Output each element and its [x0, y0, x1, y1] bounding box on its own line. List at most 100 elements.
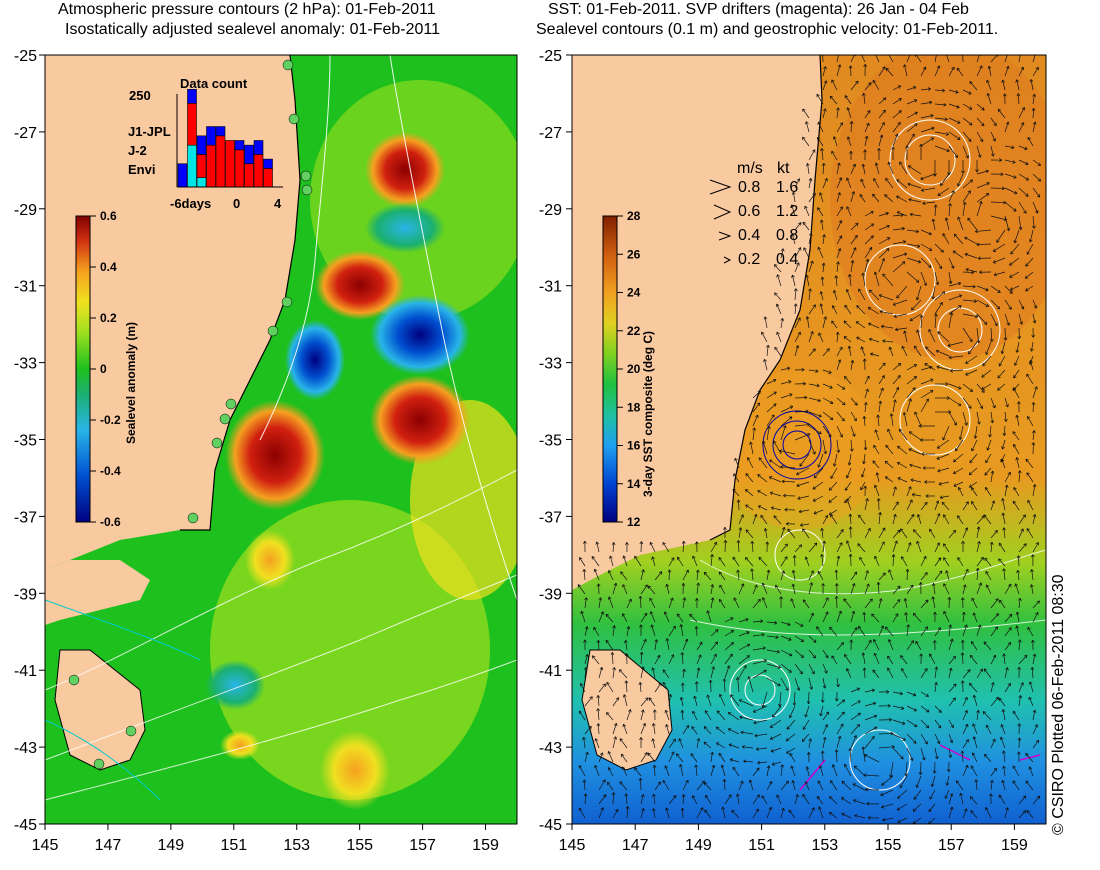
right-lat-label: -45 [539, 817, 562, 834]
velocity-arrow [682, 779, 689, 791]
velocity-arrow [906, 55, 911, 63]
velocity-arrow [856, 336, 866, 343]
velocity-arrow [878, 362, 886, 371]
velocity-arrow [710, 752, 713, 763]
velocity-arrow [1026, 810, 1034, 819]
velocity-arrow [831, 655, 838, 665]
velocity-arrow [962, 584, 966, 595]
legend-j2: J-2 [128, 143, 147, 158]
velocity-arrow [887, 667, 894, 679]
velocity-arrow [774, 346, 782, 357]
left-lat-label: -37 [14, 509, 37, 526]
velocity-arrow [943, 557, 950, 567]
velocity-arrow [929, 653, 936, 665]
velocity-arrow [581, 611, 586, 623]
velocity-arrow [985, 453, 992, 463]
velocity-arrow [808, 383, 820, 387]
velocity-arrow [986, 80, 992, 91]
velocity-arrow [888, 639, 894, 651]
velocity-arrow [934, 733, 940, 744]
velocity-arrow [892, 387, 899, 399]
velocity-arrow [962, 808, 967, 819]
velocity-arrow [751, 541, 754, 553]
velocity-arrow [943, 611, 950, 623]
velocity-arrow [719, 599, 726, 609]
velocity-arrow [1004, 285, 1013, 294]
velocity-arrow [742, 746, 754, 749]
velocity-arrow [817, 246, 824, 259]
velocity-arrow [828, 495, 838, 503]
velocity-arrow [707, 610, 712, 623]
velocity-arrow [892, 133, 898, 147]
velocity-arrow [807, 163, 810, 175]
velocity-arrow [888, 569, 894, 581]
velocity-arrow [962, 397, 972, 409]
velocity-arrow [934, 513, 940, 525]
velocity-arrow [857, 543, 866, 553]
velocity-arrow [745, 473, 754, 483]
velocity-arrow [976, 541, 980, 553]
velocity-arrow [856, 321, 866, 329]
velocity-arrow [928, 803, 936, 812]
left-lat-label: -39 [14, 586, 37, 603]
velocity-arrow [933, 583, 936, 595]
left-lat-label: -29 [14, 202, 37, 219]
velocity-arrow [896, 211, 908, 217]
velocity-arrow [1032, 542, 1039, 553]
velocity-arrow [850, 222, 859, 231]
velocity-arrow [738, 499, 740, 511]
velocity-arrow [1012, 780, 1020, 791]
velocity-arrow [934, 627, 941, 637]
velocity-arrow [920, 572, 928, 581]
velocity-arrow [1018, 173, 1029, 181]
velocity-arrow [794, 544, 802, 553]
velocity-arrow [1003, 750, 1006, 763]
velocity-arrow [962, 117, 973, 126]
velocity-arrow [1002, 512, 1006, 525]
velocity-arrow [724, 794, 732, 805]
right-lat-label: -27 [539, 125, 562, 142]
velocity-arrow [906, 514, 915, 525]
velocity-arrow [1000, 453, 1006, 463]
velocity-arrow [822, 737, 826, 749]
velocity-arrow [1013, 369, 1020, 379]
velocity-arrow [970, 654, 978, 665]
velocity-arrow [836, 192, 841, 203]
velocity-arrow [976, 131, 984, 142]
velocity-arrow [766, 414, 775, 427]
velocity-arrow [892, 705, 905, 709]
velocity-arrow [1032, 313, 1036, 324]
velocity-arrow [819, 192, 824, 203]
velocity-arrow [817, 207, 824, 217]
velocity-arrow [1004, 614, 1013, 623]
sla-cbar-tick-label: 0.4 [100, 260, 117, 274]
velocity-arrow [791, 204, 796, 217]
velocity-arrow [906, 86, 917, 91]
velocity-arrow [668, 569, 670, 581]
velocity-arrow [990, 470, 994, 483]
velocity-arrow [820, 291, 824, 301]
velocity-arrow [1018, 66, 1024, 77]
velocity-arrow [934, 302, 943, 315]
velocity-arrow [1018, 159, 1029, 165]
velocity-arrow [906, 99, 918, 105]
velocity-arrow [984, 754, 992, 763]
velocity-arrow [928, 329, 936, 343]
velocity-arrow [780, 807, 784, 819]
velocity-arrow [605, 614, 614, 623]
velocity-arrow [948, 294, 962, 301]
count-bar-j-2 [253, 154, 264, 188]
velocity-arrow [892, 214, 904, 217]
velocity-arrow [990, 201, 1006, 204]
velocity-arrow [1018, 598, 1021, 609]
velocity-arrow [595, 738, 600, 749]
velocity-arrow [906, 640, 914, 651]
velocity-arrow [1004, 642, 1012, 651]
velocity-arrow [896, 179, 908, 189]
velocity-arrow [858, 288, 866, 301]
velocity-arrow [619, 738, 628, 749]
velocity-arrow [1004, 484, 1008, 497]
velocity-arrow [836, 64, 841, 77]
velocity-arrow [1014, 229, 1020, 244]
right-lat-label: -43 [539, 740, 562, 757]
